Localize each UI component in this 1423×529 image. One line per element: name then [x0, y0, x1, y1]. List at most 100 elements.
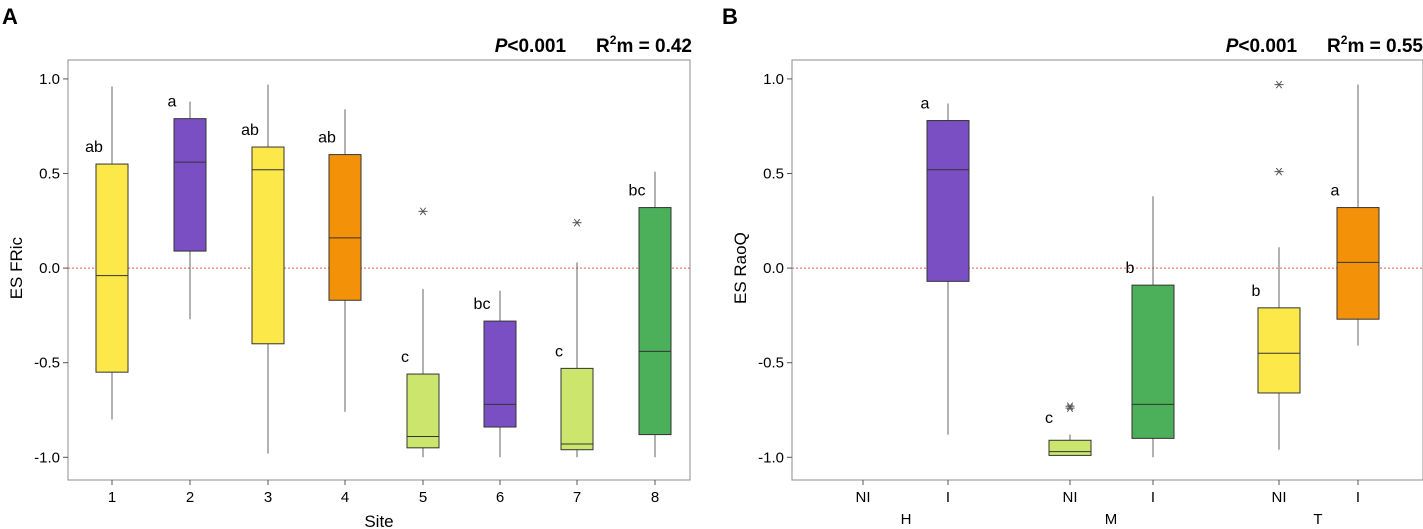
- outlier-stroke: [1275, 80, 1283, 89]
- x-tick-label: 8: [651, 489, 659, 506]
- iqr-box: [173, 118, 207, 252]
- y-tick-label: 0.5: [763, 166, 784, 183]
- outlier-point: [1065, 404, 1075, 413]
- outlier-point: [1065, 402, 1075, 411]
- x-tick-label: 1: [108, 489, 116, 506]
- iqr-box: [406, 373, 440, 449]
- panel-a: AP<0.001 R2m = 0.421.00.50.0-0.5-1.0ES FR…: [2, 4, 692, 529]
- y-tick-label: 0.0: [763, 260, 784, 277]
- iqr-box: [1131, 284, 1175, 439]
- iqr-box: [251, 146, 285, 345]
- x-tick-label: I: [946, 489, 950, 506]
- r-value: m = 0.42: [616, 36, 692, 57]
- significance-letter: a: [921, 96, 930, 113]
- significance-letter: c: [1045, 410, 1053, 427]
- p-prefix: P: [495, 36, 508, 57]
- group-label: H: [901, 511, 912, 528]
- outlier-point: [572, 218, 582, 227]
- iqr-box: [1048, 439, 1092, 456]
- box-group: 4 ab: [318, 109, 362, 506]
- plot-frame: [67, 59, 691, 481]
- significance-letter: bc: [629, 183, 646, 200]
- outlier-stroke: [1275, 167, 1283, 176]
- box-group: 2a: [168, 94, 207, 506]
- iqr-box: [1336, 207, 1380, 320]
- box-group: 3 ab: [241, 84, 285, 506]
- outlier-stroke: [1066, 404, 1074, 413]
- box-group: Ia: [921, 96, 970, 506]
- panel-b: B P<0.001 R2m = 0.55 1.0 0.5 0.0 -0.5 -1.0 ES Ra…: [722, 4, 1423, 528]
- r-superscript: 2: [1341, 33, 1348, 47]
- x-tick-label: 7: [573, 489, 581, 506]
- iqr-box: [328, 154, 362, 301]
- significance-letter: a: [168, 94, 177, 111]
- box-group: 5c: [401, 207, 440, 506]
- y-axis-label: ES FRic: [7, 236, 26, 299]
- x-tick-label: 4: [341, 489, 349, 506]
- stat-text: P<0.001 R2m = 0.42: [495, 33, 692, 57]
- r-prefix: R: [1327, 36, 1341, 57]
- significance-letter: b: [1126, 260, 1135, 277]
- box-group: Ib: [1126, 196, 1175, 506]
- stat-text: P<0.001 R2m = 0.55: [1226, 33, 1423, 57]
- x-axis-label: Site: [364, 512, 393, 529]
- p-value: <0.001: [1238, 36, 1297, 57]
- significance-letter: c: [555, 343, 563, 360]
- x-tick-label: NI: [856, 489, 871, 506]
- y-tick-label: -0.5: [34, 355, 60, 372]
- significance-letter: ab: [318, 130, 336, 147]
- group-label: T: [1313, 511, 1322, 528]
- y-tick-label: 1.0: [39, 71, 60, 88]
- box-group: NI b: [1252, 80, 1301, 506]
- y-axis-label: ES RaoQ: [731, 232, 750, 304]
- y-tick-label: 0.5: [39, 166, 60, 183]
- significance-letter: bc: [474, 296, 491, 313]
- box-group: 6 bc: [474, 290, 517, 506]
- r-superscript: 2: [610, 33, 617, 47]
- box-group: 8 bc: [629, 171, 672, 506]
- y-tick-label: -1.0: [758, 449, 784, 466]
- iqr-box: [560, 367, 594, 451]
- iqr-box: [483, 320, 517, 428]
- x-tick-label: 5: [419, 489, 427, 506]
- significance-letter: ab: [85, 139, 103, 156]
- significance-letter: c: [401, 349, 409, 366]
- outlier-stroke: [573, 218, 581, 227]
- box-group: 1 ab: [85, 86, 129, 506]
- iqr-box: [1257, 307, 1301, 394]
- panel-label: B: [722, 4, 738, 29]
- r-value: m = 0.55: [1347, 36, 1423, 57]
- x-tick-label: I: [1151, 489, 1155, 506]
- panel-label: A: [2, 4, 18, 29]
- box-group: 7c: [555, 218, 594, 506]
- significance-letter: a: [1331, 183, 1340, 200]
- x-tick-label: 3: [264, 489, 272, 506]
- iqr-box: [95, 163, 129, 373]
- x-tick-label: 6: [496, 489, 504, 506]
- iqr-box: [638, 207, 672, 436]
- outlier-point: [1274, 167, 1284, 176]
- outlier-stroke: [1066, 402, 1074, 411]
- box-group: Ia: [1331, 84, 1380, 506]
- y-tick-label: 0.0: [39, 260, 60, 277]
- y-tick-label: -0.5: [758, 355, 784, 372]
- outlier-point: [418, 207, 428, 216]
- group-label: M: [1105, 511, 1118, 528]
- box-group: NI c: [1045, 402, 1092, 506]
- plot-frame: [791, 59, 1423, 481]
- y-tick-label: 1.0: [763, 71, 784, 88]
- r-prefix: R: [596, 36, 610, 57]
- p-value: <0.001: [507, 36, 566, 57]
- iqr-box: [926, 120, 970, 282]
- x-tick-label: 2: [186, 489, 194, 506]
- significance-letter: ab: [241, 122, 259, 139]
- p-prefix: P: [1226, 36, 1239, 57]
- outlier-stroke: [419, 207, 427, 216]
- y-tick-label: -1.0: [34, 449, 60, 466]
- x-tick-label: NI: [1063, 489, 1078, 506]
- x-tick-label: I: [1356, 489, 1360, 506]
- x-tick-label: NI: [1272, 489, 1287, 506]
- outlier-point: [1274, 80, 1284, 89]
- box-group: NI: [856, 480, 871, 506]
